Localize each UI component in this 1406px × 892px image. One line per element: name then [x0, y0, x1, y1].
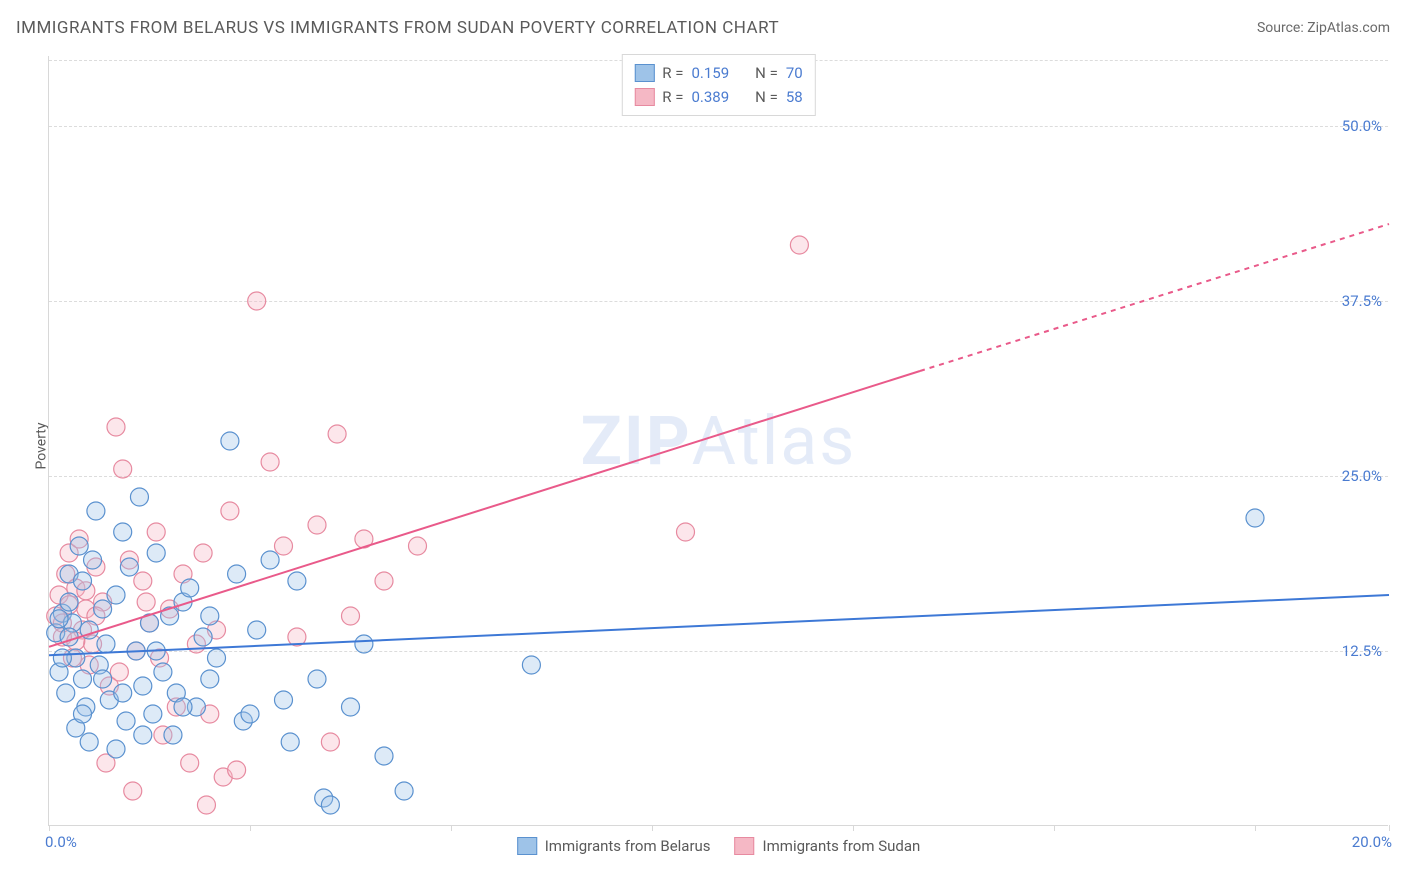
swatch-belarus	[517, 837, 537, 855]
swatch-sudan	[634, 88, 654, 106]
n-value: 58	[786, 88, 803, 106]
r-value: 0.159	[691, 64, 729, 82]
legend-item-sudan: Immigrants from Sudan	[735, 837, 921, 855]
n-label: N =	[755, 64, 778, 82]
series-label: Immigrants from Belarus	[545, 837, 711, 855]
r-label: R =	[662, 88, 683, 106]
chart-svg	[49, 56, 1388, 825]
n-value: 70	[786, 64, 803, 82]
r-value: 0.389	[691, 88, 729, 106]
series-label: Immigrants from Sudan	[763, 837, 921, 855]
n-label: N =	[755, 88, 778, 106]
chart-source: Source: ZipAtlas.com	[1257, 20, 1390, 36]
swatch-belarus	[634, 64, 654, 82]
x-tick-label-left: 0.0%	[45, 833, 77, 851]
legend-item-belarus: Immigrants from Belarus	[517, 837, 711, 855]
plot-area: ZIPAtlas 12.5%25.0%37.5%50.0% 0.0% 20.0%…	[48, 56, 1388, 826]
legend-row-belarus: R = 0.159 N = 70	[634, 61, 802, 85]
chart-title: IMMIGRANTS FROM BELARUS VS IMMIGRANTS FR…	[16, 18, 779, 38]
legend-row-sudan: R = 0.389 N = 58	[634, 85, 802, 109]
legend-series: Immigrants from Belarus Immigrants from …	[517, 837, 921, 855]
r-label: R =	[662, 64, 683, 82]
chart-header: IMMIGRANTS FROM BELARUS VS IMMIGRANTS FR…	[16, 18, 1390, 38]
swatch-sudan	[735, 837, 755, 855]
legend-correlation: R = 0.159 N = 70 R = 0.389 N = 58	[621, 54, 815, 116]
x-tick-label-right: 20.0%	[1352, 833, 1392, 851]
